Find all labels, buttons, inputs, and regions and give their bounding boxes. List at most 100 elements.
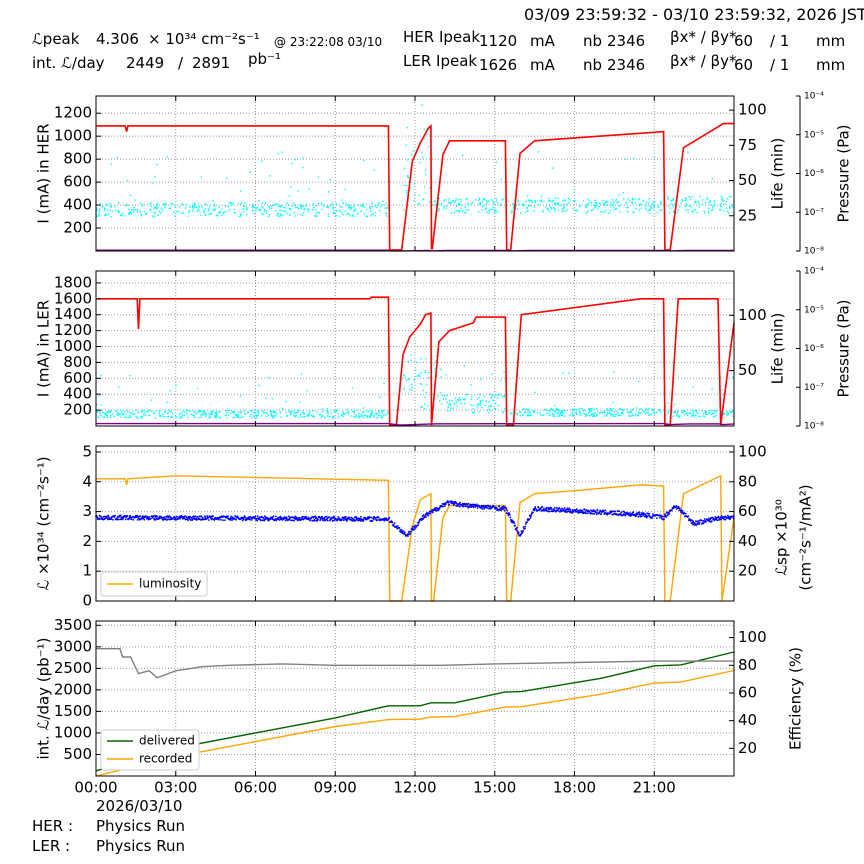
specific-luminosity-point (385, 517, 388, 520)
pressure-point (268, 206, 271, 209)
pressure-point (197, 387, 199, 390)
pressure-point (341, 199, 343, 201)
specific-luminosity-point (340, 518, 343, 521)
specific-luminosity-point (563, 507, 566, 509)
pressure-point (339, 210, 342, 212)
pressure-point (480, 404, 482, 407)
pressure-point (195, 206, 198, 208)
pressure-point (602, 199, 605, 202)
pressure-point (387, 412, 389, 414)
pressure-point (373, 169, 375, 171)
pressure-point (403, 387, 405, 390)
pressure-point (242, 208, 244, 210)
pressure-point (627, 198, 630, 200)
pressure-point (263, 210, 266, 212)
specific-luminosity-point (667, 513, 669, 516)
pressure-point (360, 210, 363, 212)
pressure-point (613, 410, 616, 413)
pressure-point (627, 206, 629, 208)
pressure-point (96, 411, 99, 413)
footer-ler-state: Physics Run (96, 837, 186, 855)
pressure-point (684, 199, 686, 202)
specific-luminosity-point (130, 518, 133, 520)
pressure-point (209, 416, 212, 419)
pressure-point (210, 213, 212, 215)
pressure-point (701, 415, 704, 417)
pressure-point (295, 415, 297, 418)
pressure-point (492, 203, 495, 205)
pressure-point (239, 214, 242, 216)
pressure-point (250, 413, 252, 415)
pressure-point (448, 399, 451, 402)
specific-luminosity-point (476, 507, 479, 509)
pressure-point (129, 194, 132, 196)
specific-luminosity-point (272, 515, 275, 518)
pressure-point (711, 177, 714, 180)
pressure-point (226, 409, 229, 411)
pressure-point (562, 203, 565, 206)
pressure-point (274, 412, 276, 414)
pressure-point (460, 402, 462, 405)
specific-luminosity-point (705, 520, 707, 523)
pressure-point (694, 208, 696, 211)
pressure-point (527, 411, 529, 414)
pressure-point (711, 388, 713, 390)
pressure-point (229, 412, 232, 415)
pressure-point (456, 405, 459, 407)
specific-luminosity-point (418, 520, 421, 523)
pressure-point (434, 200, 437, 203)
pressure-point (381, 417, 383, 419)
pressure-point (349, 215, 352, 217)
specific-luminosity-point (684, 512, 687, 515)
pressure-point (275, 202, 277, 205)
pressure-point (447, 403, 450, 406)
pressure-point (219, 416, 222, 418)
pressure-point (407, 360, 409, 363)
pressure-point (106, 204, 108, 206)
pressure-point (174, 415, 177, 417)
pressure-point (424, 192, 427, 195)
current-line (96, 122, 734, 251)
pressure-point (690, 415, 693, 417)
specific-luminosity-point (242, 518, 245, 521)
pressure-point (670, 203, 672, 205)
pressure-point (726, 210, 729, 213)
pressure-point (212, 200, 215, 202)
pressure-point (557, 203, 559, 206)
pressure-point (706, 197, 708, 199)
specific-luminosity-point (562, 508, 565, 511)
lpeak-time: @ 23:22:08 03/10 (274, 35, 383, 49)
pressure-point (211, 411, 213, 414)
pressure-point (314, 209, 317, 211)
pressure-point (193, 202, 196, 204)
pressure-point (114, 205, 116, 208)
pressure-point (378, 203, 380, 206)
pressure-point (697, 200, 700, 203)
pressure-point (97, 417, 100, 419)
pressure-point (605, 200, 608, 203)
specific-luminosity-point (321, 517, 324, 520)
specific-luminosity-point (586, 512, 589, 515)
pressure-point (194, 203, 196, 206)
pressure-point (300, 205, 302, 208)
pressure-point (643, 411, 646, 413)
pressure-point (98, 214, 100, 216)
pressure-point (158, 412, 160, 414)
pressure-point (427, 376, 430, 379)
pressure-point (463, 402, 466, 405)
pressure-point (714, 202, 716, 205)
pressure-point (575, 413, 578, 416)
pressure-point (337, 412, 339, 415)
pressure-point (168, 409, 171, 412)
pressure-point (202, 412, 204, 415)
specific-luminosity-point (427, 514, 430, 517)
pressure-point (312, 206, 315, 209)
pressure-point (344, 210, 347, 212)
specific-luminosity-point (664, 514, 667, 517)
pressure-point (696, 412, 699, 415)
pressure-point (302, 166, 304, 169)
pressure-point (307, 413, 310, 416)
pressure-point (709, 199, 712, 202)
pressure-point (660, 202, 663, 204)
pressure-point (612, 203, 614, 206)
